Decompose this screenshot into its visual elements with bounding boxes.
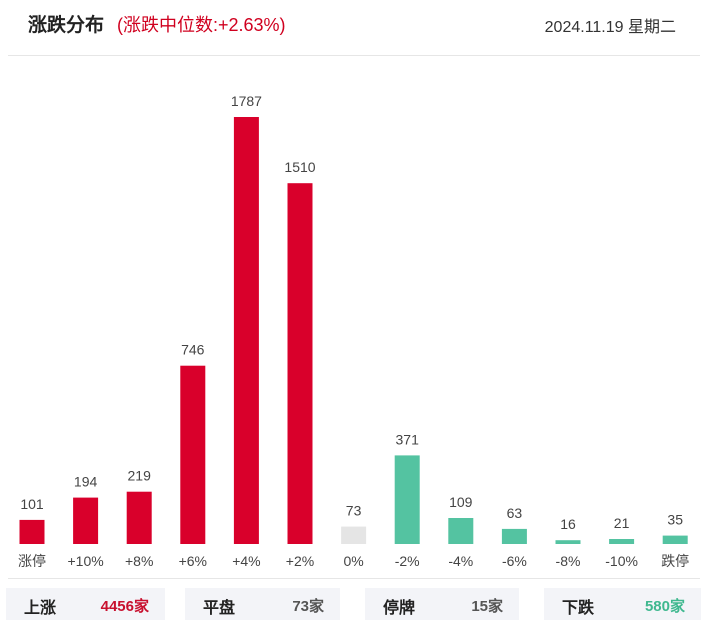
category-label-3: +6% bbox=[179, 553, 207, 569]
category-label-6: 0% bbox=[343, 553, 363, 569]
bar-value-label-3: 746 bbox=[181, 342, 205, 358]
bar-12 bbox=[662, 535, 688, 544]
bar-0 bbox=[19, 519, 45, 544]
bar-value-label-1: 194 bbox=[74, 474, 98, 490]
summary-suspended-label: 停牌 bbox=[383, 600, 416, 617]
bar-2 bbox=[126, 491, 152, 544]
summary-flat-value: 73家 bbox=[292, 598, 324, 615]
category-label-8: -4% bbox=[448, 553, 473, 569]
bar-value-label-9: 63 bbox=[507, 505, 523, 521]
category-label-4: +4% bbox=[232, 553, 260, 569]
summary-down-value: 580家 bbox=[644, 598, 685, 615]
category-label-10: -8% bbox=[556, 553, 581, 569]
bar-1 bbox=[73, 497, 99, 544]
category-label-0: 涨停 bbox=[18, 553, 46, 569]
bar-6 bbox=[341, 526, 367, 544]
summary-up: 上涨 4456家 bbox=[6, 588, 165, 620]
category-label-11: -10% bbox=[605, 553, 638, 569]
summary-flat-label: 平盘 bbox=[203, 600, 236, 617]
bar-3 bbox=[180, 365, 206, 544]
bar-value-label-7: 371 bbox=[396, 431, 420, 447]
chart-title: 涨跌分布 bbox=[28, 15, 105, 36]
bar-value-label-6: 73 bbox=[346, 503, 362, 519]
bar-8 bbox=[448, 518, 474, 544]
bar-value-label-4: 1787 bbox=[231, 93, 262, 109]
bar-11 bbox=[609, 539, 635, 544]
bar-7 bbox=[394, 455, 420, 544]
chart-header: 涨跌分布 (涨跌中位数:+2.63%) 2024.11.19 星期二 bbox=[0, 0, 708, 50]
bar-value-label-10: 16 bbox=[560, 516, 576, 532]
bar-10 bbox=[555, 540, 581, 544]
category-label-9: -6% bbox=[502, 553, 527, 569]
summary-up-value: 4456家 bbox=[100, 598, 149, 615]
median-change-label: (涨跌中位数:+2.63%) bbox=[117, 15, 286, 35]
category-label-12: 跌停 bbox=[661, 553, 689, 569]
trade-date: 2024.11.19 星期二 bbox=[544, 19, 676, 36]
bar-value-label-12: 35 bbox=[667, 512, 683, 528]
summary-down-label: 下跌 bbox=[562, 600, 595, 617]
bar-9 bbox=[501, 528, 527, 544]
summary-down: 下跌 580家 bbox=[544, 588, 701, 620]
category-label-7: -2% bbox=[395, 553, 420, 569]
summary-up-label: 上涨 bbox=[24, 600, 57, 617]
bar-5 bbox=[287, 183, 313, 544]
axis-divider bbox=[8, 578, 700, 579]
summary-suspended: 停牌 15家 bbox=[365, 588, 519, 620]
summary-suspended-value: 15家 bbox=[471, 598, 503, 615]
bar-value-label-11: 21 bbox=[614, 515, 630, 531]
header-divider bbox=[8, 55, 700, 56]
summary-flat: 平盘 73家 bbox=[185, 588, 340, 620]
distribution-bar-chart: 101 涨停 194 +10% 219 +8% 746 +6% 1787 +4% 1510 +2% 73… bbox=[18, 93, 689, 569]
category-label-2: +8% bbox=[125, 553, 153, 569]
bar-value-label-5: 1510 bbox=[284, 159, 315, 175]
category-label-1: +10% bbox=[67, 553, 103, 569]
bar-value-label-2: 219 bbox=[128, 468, 152, 484]
bar-4 bbox=[233, 117, 259, 544]
bar-value-label-8: 109 bbox=[449, 494, 473, 510]
category-label-5: +2% bbox=[286, 553, 314, 569]
bar-value-label-0: 101 bbox=[20, 496, 44, 512]
